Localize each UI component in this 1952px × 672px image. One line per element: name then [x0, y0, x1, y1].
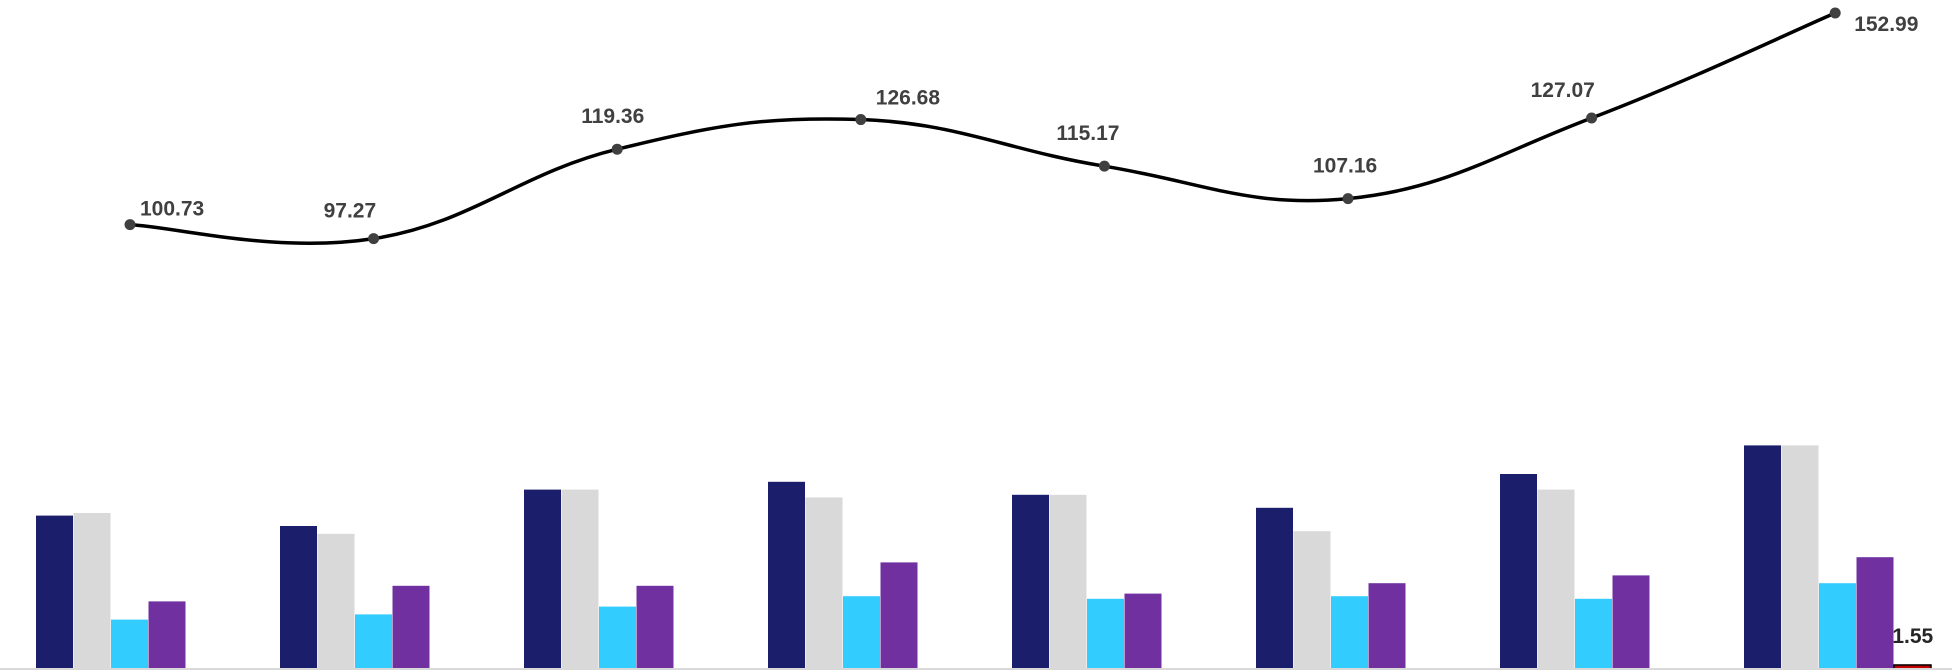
line-point-marker [124, 219, 136, 231]
bar-series2-cat7 [1537, 489, 1575, 669]
line-point-marker [1342, 193, 1354, 205]
bars-layer: 1.55 [36, 445, 1934, 670]
bar-series4-cat6 [1368, 583, 1406, 669]
line-point-marker [368, 233, 380, 245]
line-data-label: 100.73 [140, 198, 204, 221]
line-point-marker [1829, 7, 1841, 19]
bar-series1-cat1 [36, 515, 73, 669]
bar-series4-cat1 [148, 601, 186, 669]
line-layer: 100.73 97.27 119.36 126.68 115.17 107.16 127.0… [124, 7, 1918, 245]
line-data-label: 126.68 [876, 87, 941, 110]
bar-series2-cat6 [1293, 531, 1331, 669]
bar-series3-cat5 [1087, 598, 1124, 669]
bar-series3-cat4 [843, 596, 880, 669]
bar-series1-cat7 [1500, 474, 1537, 669]
bar-series4-cat2 [392, 585, 430, 669]
bar-series1-cat3 [524, 489, 561, 669]
line-point-marker [1098, 160, 1110, 172]
bar-series3-cat1 [111, 619, 148, 669]
bar-series3-cat6 [1331, 596, 1368, 669]
bar-series1-cat4 [768, 481, 805, 669]
bar-series4-cat4 [880, 562, 918, 669]
line-data-label: 152.99 [1854, 13, 1918, 36]
line-point-marker [855, 114, 867, 126]
bar-series4-cat3 [636, 585, 674, 669]
line-data-label: 127.07 [1531, 79, 1595, 102]
bar-series2-cat8 [1781, 445, 1819, 669]
bar-series4-cat5 [1124, 593, 1162, 669]
bar-series2-cat4 [805, 497, 843, 669]
bar-series3-cat7 [1575, 598, 1612, 669]
bar-series3-cat2 [355, 614, 392, 669]
bar-series2-cat5 [1049, 494, 1087, 669]
bar-series2-cat2 [317, 533, 355, 669]
bar-series4-cat8 [1856, 557, 1894, 669]
line-point-marker [1586, 112, 1598, 124]
line-data-label: 107.16 [1313, 155, 1377, 178]
bar-series4-cat7 [1612, 575, 1650, 669]
line-series-path [129, 11, 1836, 245]
bar-series1-cat5 [1012, 494, 1049, 669]
line-point-marker [611, 143, 623, 155]
line-data-label: 119.36 [581, 105, 644, 128]
line-data-label: 115.17 [1056, 122, 1119, 145]
bar-series1-cat8 [1744, 445, 1781, 669]
bar-series1-cat2 [280, 526, 317, 669]
bar-series3-cat8 [1819, 583, 1856, 669]
bar-series2-cat1 [73, 513, 111, 669]
bar-series3-cat3 [599, 606, 636, 669]
line-data-label: 97.27 [324, 200, 377, 223]
bar-series1-cat6 [1256, 507, 1293, 669]
bar-series2-cat3 [561, 489, 599, 669]
bar-data-label: 1.55 [1892, 625, 1933, 648]
